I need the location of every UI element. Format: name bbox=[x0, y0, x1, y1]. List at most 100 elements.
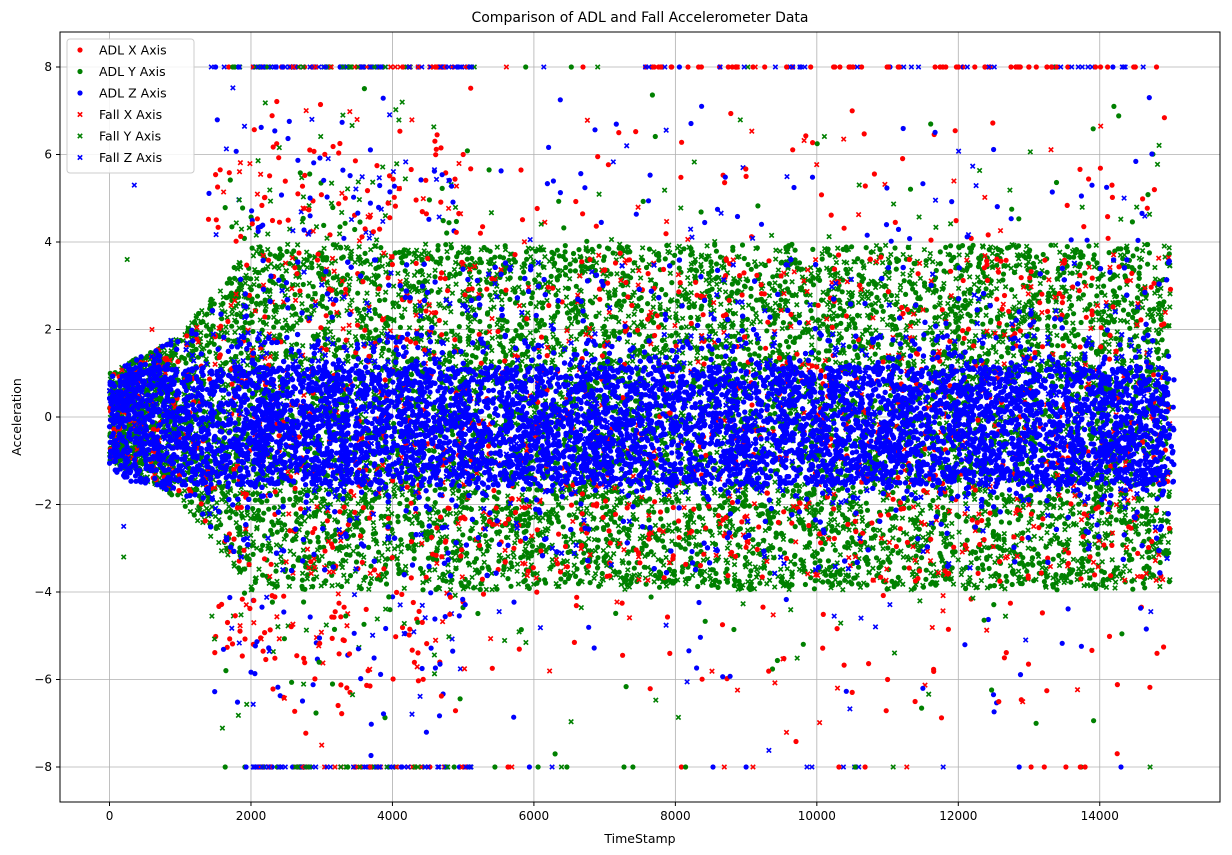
data-point bbox=[348, 573, 353, 578]
data-point bbox=[1107, 350, 1111, 354]
data-point bbox=[856, 565, 861, 570]
data-point bbox=[831, 543, 835, 547]
data-point bbox=[851, 339, 856, 344]
data-point bbox=[1013, 294, 1017, 298]
data-point bbox=[714, 261, 719, 266]
data-point bbox=[632, 566, 637, 571]
data-point bbox=[1010, 582, 1015, 587]
data-point bbox=[686, 275, 690, 279]
data-point bbox=[450, 291, 454, 295]
data-point bbox=[571, 251, 576, 256]
data-point bbox=[470, 328, 475, 333]
data-point bbox=[902, 565, 907, 570]
data-point bbox=[419, 257, 424, 262]
data-point bbox=[742, 284, 747, 289]
data-point bbox=[630, 359, 634, 363]
data-point bbox=[773, 281, 777, 285]
data-point bbox=[751, 367, 755, 371]
data-point bbox=[379, 354, 383, 358]
data-point bbox=[561, 524, 566, 529]
data-point bbox=[984, 286, 989, 291]
data-point bbox=[669, 280, 674, 285]
data-point bbox=[261, 511, 266, 516]
data-point bbox=[1104, 488, 1108, 492]
data-point bbox=[473, 317, 477, 321]
data-point bbox=[723, 290, 727, 294]
data-point bbox=[252, 282, 256, 286]
data-point bbox=[1044, 566, 1048, 570]
data-point bbox=[623, 587, 627, 591]
data-point bbox=[515, 569, 519, 573]
data-point bbox=[608, 556, 612, 560]
data-point bbox=[787, 517, 791, 521]
data-point bbox=[789, 559, 793, 563]
data-point bbox=[625, 340, 629, 344]
data-point bbox=[379, 331, 383, 335]
data-point bbox=[404, 497, 409, 502]
data-point bbox=[1115, 330, 1119, 334]
data-point bbox=[921, 359, 925, 363]
data-point bbox=[1156, 356, 1161, 361]
data-point bbox=[219, 549, 223, 553]
data-point bbox=[516, 582, 520, 586]
data-point bbox=[444, 331, 449, 336]
data-point bbox=[234, 521, 238, 525]
data-point bbox=[747, 303, 751, 307]
data-point bbox=[467, 282, 471, 286]
data-point bbox=[251, 552, 256, 557]
data-point bbox=[209, 397, 213, 401]
chart-title: Comparison of ADL and Fall Accelerometer… bbox=[471, 10, 808, 26]
data-point bbox=[1056, 553, 1061, 558]
data-point bbox=[1068, 580, 1073, 585]
data-point bbox=[427, 394, 431, 398]
data-point bbox=[923, 577, 928, 582]
data-point bbox=[506, 554, 510, 558]
data-point bbox=[1072, 357, 1076, 361]
data-point bbox=[1055, 343, 1060, 348]
data-point bbox=[501, 573, 505, 577]
data-point bbox=[874, 555, 879, 560]
data-point bbox=[1024, 569, 1029, 574]
data-point bbox=[497, 359, 502, 364]
data-point bbox=[718, 531, 722, 535]
data-point bbox=[395, 562, 400, 567]
data-point bbox=[1001, 272, 1006, 277]
data-point bbox=[707, 282, 711, 286]
data-point bbox=[684, 582, 688, 586]
data-point bbox=[393, 483, 397, 487]
data-point bbox=[651, 509, 656, 514]
data-point bbox=[841, 588, 845, 592]
data-point bbox=[898, 283, 902, 287]
data-point bbox=[1007, 520, 1012, 525]
data-point bbox=[995, 360, 999, 364]
data-point bbox=[384, 581, 389, 586]
data-point bbox=[950, 521, 954, 525]
data-point bbox=[1140, 522, 1144, 526]
data-point bbox=[664, 555, 668, 559]
data-point bbox=[373, 538, 378, 543]
data-point bbox=[626, 560, 631, 565]
data-point bbox=[526, 311, 530, 315]
data-point bbox=[1020, 530, 1025, 535]
data-points bbox=[107, 64, 1177, 769]
data-point bbox=[1029, 517, 1033, 521]
data-point bbox=[368, 581, 373, 586]
data-point bbox=[871, 566, 875, 570]
data-point bbox=[946, 301, 950, 305]
data-point bbox=[972, 497, 976, 501]
data-point bbox=[724, 524, 729, 529]
data-point bbox=[581, 551, 586, 556]
data-point bbox=[890, 490, 895, 495]
data-point bbox=[1071, 311, 1076, 316]
data-point bbox=[757, 581, 762, 586]
data-point bbox=[1071, 321, 1075, 325]
data-point bbox=[1077, 511, 1081, 515]
data-point bbox=[373, 327, 378, 332]
data-point bbox=[658, 302, 662, 306]
data-point bbox=[944, 524, 948, 528]
data-point bbox=[881, 546, 885, 550]
data-point bbox=[896, 575, 901, 580]
data-point bbox=[266, 507, 271, 512]
data-point bbox=[940, 505, 945, 510]
data-point bbox=[943, 245, 948, 250]
